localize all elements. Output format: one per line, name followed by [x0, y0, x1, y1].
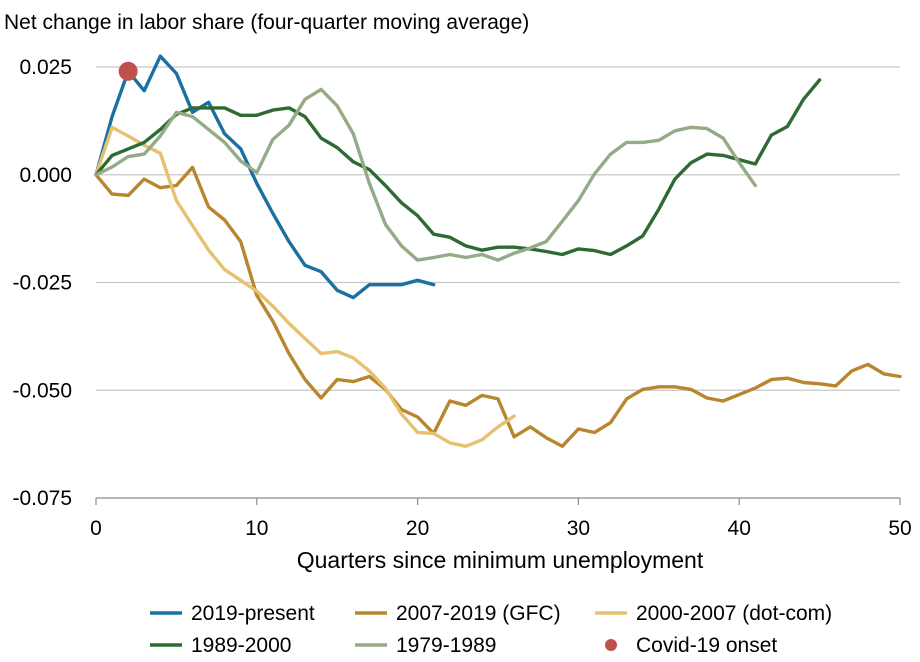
- y-tick-label: 0.000: [19, 164, 72, 187]
- legend-label: 1989-2000: [191, 634, 291, 657]
- x-tick-label: 10: [245, 517, 268, 540]
- x-tick-label: 50: [888, 517, 911, 540]
- legend: 2019-present 2007-2019 (GFC) 2000-2007 (do…: [150, 602, 832, 657]
- y-tick-label: 0.025: [19, 56, 72, 79]
- legend-label: 2007-2019 (GFC): [396, 602, 561, 625]
- series-line-1979-1989: [94, 87, 757, 262]
- legend-label: 1979-1989: [396, 634, 496, 657]
- legend-marker: [605, 639, 617, 651]
- legend-label: 2000-2007 (dot-com): [636, 602, 832, 625]
- series-line-2000-2007-dot-com: [94, 125, 516, 448]
- y-tick-label: -0.075: [12, 487, 72, 510]
- chart-title: Net change in labor share (four-quarter …: [4, 11, 529, 34]
- x-axis-label: Quarters since minimum unemployment: [297, 547, 704, 573]
- y-axis-tick-labels: 0.025 0.000 -0.025 -0.050 -0.075: [12, 56, 72, 510]
- gridlines: [96, 66, 900, 499]
- x-axis-tick-labels: 0 10 20 30 40 50: [90, 498, 912, 540]
- series-line-1989-2000: [94, 78, 822, 257]
- y-tick-label: -0.025: [12, 272, 72, 295]
- series-line-2007-2019-gfc: [94, 165, 902, 448]
- series-lines: [94, 54, 902, 448]
- x-tick-label: 40: [728, 517, 751, 540]
- legend-label: 2019-present: [191, 602, 315, 625]
- series-line-2019-present: [94, 54, 436, 300]
- legend-label: Covid-19 onset: [636, 634, 777, 657]
- x-tick-label: 20: [406, 517, 429, 540]
- x-tick-label: 30: [567, 517, 590, 540]
- y-tick-label: -0.050: [12, 379, 72, 402]
- covid-onset-marker: [118, 61, 138, 81]
- x-tick-label: 0: [90, 517, 102, 540]
